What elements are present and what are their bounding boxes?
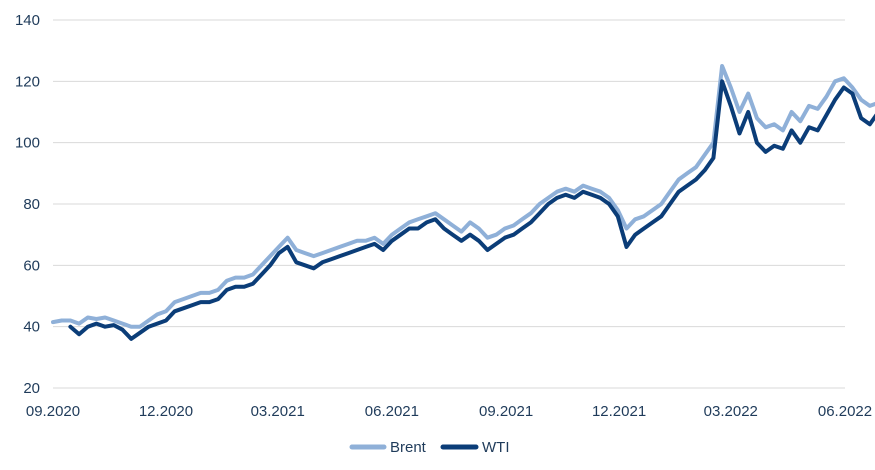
x-tick-label: 03.2021 <box>251 403 305 420</box>
y-tick-label: 120 <box>15 73 40 90</box>
series-line-wti <box>68 79 875 341</box>
gridlines <box>53 19 845 389</box>
series-lines <box>51 64 875 341</box>
x-tick-label: 03.2022 <box>704 403 758 420</box>
series-line-brent <box>51 64 875 329</box>
x-tick-label: 09.2020 <box>26 403 80 420</box>
x-tick-label: 12.2020 <box>139 403 193 420</box>
x-tick-label: 09.2021 <box>479 403 533 420</box>
y-tick-label: 140 <box>15 12 40 29</box>
x-tick-label: 06.2022 <box>818 403 872 420</box>
legend-label-brent: Brent <box>390 439 427 456</box>
y-tick-label: 40 <box>23 319 40 336</box>
y-axis-ticks: 20 40 60 80 100 120 140 <box>15 12 40 397</box>
y-tick-label: 100 <box>15 135 40 152</box>
x-tick-label: 12.2021 <box>592 403 646 420</box>
x-axis-ticks: 09.2020 12.2020 03.2021 06.2021 09.2021 12.20… <box>26 403 872 420</box>
y-tick-label: 60 <box>23 257 40 274</box>
y-tick-label: 20 <box>23 380 40 397</box>
legend-label-wti: WTI <box>482 439 510 456</box>
y-tick-label: 80 <box>23 196 40 213</box>
x-tick-label: 06.2021 <box>365 403 419 420</box>
legend: Brent WTI <box>349 439 510 456</box>
